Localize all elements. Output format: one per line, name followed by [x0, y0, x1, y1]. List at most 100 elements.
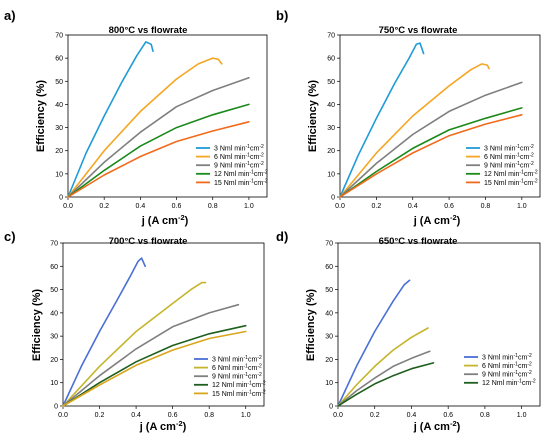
legend-label: 15 Nml min-1cm-2: [212, 389, 266, 398]
series-line: [339, 107, 523, 198]
legend-label: 15 Nml min-1cm-2: [484, 178, 538, 187]
x-tick-label: 0.6: [443, 412, 453, 419]
y-tick-label: 30: [50, 334, 58, 341]
chart-panel: d) 650°C vs flowrate 0.0 0.2 0.4 0.6 0.8 1.0 0 10…: [276, 229, 541, 433]
y-tick-label: 20: [327, 148, 335, 155]
x-tick-label: 0.2: [95, 412, 105, 419]
series-line: [62, 303, 240, 407]
x-axis-label: j (A cm-2): [141, 213, 189, 227]
y-tick-label: 50: [327, 79, 335, 86]
y-tick-label: 50: [55, 79, 63, 86]
x-tick-label: 0.0: [58, 412, 68, 419]
y-tick-label: 60: [55, 56, 63, 63]
legend-label: 6 Nml min-1cm-2: [484, 153, 534, 162]
legend-label: 6 Nml min-1cm-2: [212, 364, 262, 373]
x-tick-label: 0.2: [99, 203, 109, 210]
series-line: [67, 41, 154, 198]
legend-label: 12 Nml min-1cm-2: [484, 170, 538, 179]
x-tick-label: 0.6: [168, 412, 178, 419]
series-line: [62, 257, 146, 407]
x-tick-label: 1.0: [241, 412, 251, 419]
series-line: [339, 42, 425, 198]
legend-label: 15 Nml min-1cm-2: [214, 178, 268, 187]
x-tick-label: 0.0: [63, 203, 73, 210]
y-tick-label: 50: [50, 287, 58, 294]
panel-letter: c): [4, 229, 16, 244]
y-tick-label: 20: [325, 357, 333, 364]
y-tick-label: 40: [327, 102, 335, 109]
x-tick-label: 0.8: [480, 412, 490, 419]
legend-label: 12 Nml min-1cm-2: [214, 170, 268, 179]
y-axis-label: Efficiency (%): [31, 289, 43, 361]
chart-title: 700°C vs flowrate: [109, 236, 188, 247]
legend-label: 3 Nml min-1cm-2: [214, 144, 264, 153]
panel-letter: b): [276, 8, 288, 23]
legend-label: 9 Nml min-1cm-2: [482, 370, 532, 379]
y-axis-label: Efficiency (%): [305, 289, 317, 361]
y-tick-label: 70: [327, 33, 335, 40]
y-tick-label: 20: [50, 357, 58, 364]
series-line: [62, 324, 247, 407]
series-line: [339, 63, 490, 198]
series-line: [337, 362, 435, 407]
x-tick-label: 0.4: [407, 412, 417, 419]
y-tick-label: 40: [50, 310, 58, 317]
y-tick-label: 70: [55, 33, 63, 40]
legend-label: 3 Nml min-1cm-2: [212, 355, 262, 364]
chart-panel: c) 700°C vs flowrate 0.0 0.2 0.4 0.6 0.8 1.0 0 10…: [4, 229, 266, 433]
y-tick-label: 20: [55, 148, 63, 155]
x-axis-label: j (A cm-2): [139, 419, 187, 433]
panel-letter: a): [4, 8, 16, 23]
plot-frame: [62, 242, 265, 407]
y-tick-label: 60: [50, 264, 58, 271]
y-tick-label: 60: [325, 264, 333, 271]
y-axis-label: Efficiency (%): [35, 80, 47, 152]
y-tick-label: 40: [325, 310, 333, 317]
x-axis-label: j (A cm-2): [413, 213, 461, 227]
plot-frame: [337, 242, 541, 407]
x-axis-label: j (A cm-2): [413, 419, 461, 433]
legend-label: 3 Nml min-1cm-2: [484, 144, 534, 153]
y-tick-label: 0: [331, 195, 335, 202]
series-line: [62, 281, 207, 407]
series-line: [339, 114, 523, 198]
y-tick-label: 30: [325, 334, 333, 341]
chart-title: 650°C vs flowrate: [379, 236, 458, 247]
legend-label: 9 Nml min-1cm-2: [214, 161, 264, 170]
y-tick-label: 30: [327, 125, 335, 132]
y-tick-label: 0: [329, 404, 333, 411]
legend-label: 6 Nml min-1cm-2: [482, 362, 532, 371]
y-tick-label: 50: [325, 287, 333, 294]
x-tick-label: 0.4: [131, 412, 141, 419]
x-tick-label: 0.2: [370, 412, 380, 419]
panel-letter: d): [276, 229, 288, 244]
legend-label: 6 Nml min-1cm-2: [214, 153, 264, 162]
series-line: [67, 121, 250, 198]
x-tick-label: 1.0: [517, 203, 527, 210]
series-line: [67, 103, 250, 198]
plot-frame: [67, 34, 268, 198]
chart-panel: a) 800°C vs flowrate 0.0 0.2 0.4 0.6 0.8 1.0 0 10…: [4, 8, 268, 227]
x-tick-label: 1.0: [517, 412, 527, 419]
chart-title: 800°C vs flowrate: [109, 25, 188, 36]
y-tick-label: 40: [55, 102, 63, 109]
y-tick-label: 0: [59, 195, 63, 202]
series-line: [339, 81, 523, 198]
legend-label: 9 Nml min-1cm-2: [212, 372, 262, 381]
series-line: [62, 330, 247, 407]
plot-frame: [339, 34, 541, 198]
x-tick-label: 0.8: [481, 203, 491, 210]
y-tick-label: 10: [325, 380, 333, 387]
y-axis-label: Efficiency (%): [307, 80, 319, 152]
x-tick-label: 0.4: [135, 203, 145, 210]
y-tick-label: 0: [54, 404, 58, 411]
series-line: [337, 279, 411, 407]
y-tick-label: 70: [325, 241, 333, 248]
x-tick-label: 0.6: [172, 203, 182, 210]
y-tick-label: 10: [50, 380, 58, 387]
legend-label: 12 Nml min-1cm-2: [482, 379, 536, 388]
chart-title: 750°C vs flowrate: [379, 25, 458, 36]
x-tick-label: 0.8: [204, 412, 214, 419]
x-tick-label: 0.0: [333, 412, 343, 419]
